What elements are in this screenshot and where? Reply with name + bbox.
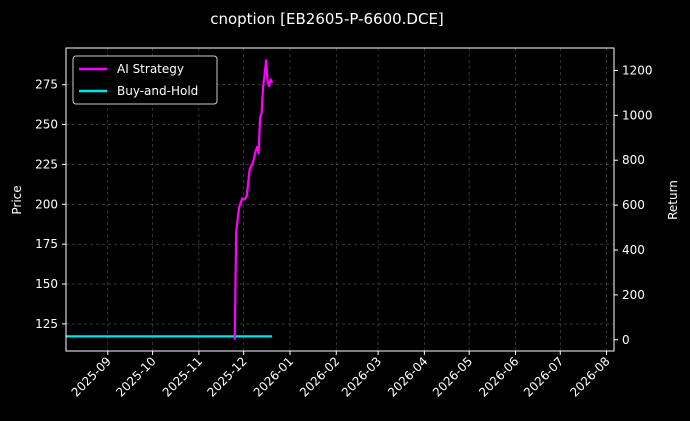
x-tick-label: 2026-04 bbox=[385, 354, 430, 399]
right-tick-label: 1200 bbox=[622, 63, 653, 77]
right-axis-label: Return bbox=[666, 180, 680, 220]
x-tick-label: 2026-03 bbox=[339, 354, 384, 399]
left-axis: 125 150 175 200 225 250 275 bbox=[35, 78, 66, 331]
left-tick-label: 275 bbox=[35, 78, 58, 92]
plot-frame bbox=[65, 47, 615, 352]
x-tick-label: 2025-09 bbox=[69, 354, 114, 399]
x-tick-label: 2026-01 bbox=[251, 354, 296, 399]
x-tick-label: 2025-11 bbox=[160, 354, 205, 399]
x-tick-label: 2025-12 bbox=[204, 354, 249, 399]
x-tick-label: 2025-10 bbox=[113, 354, 158, 399]
series-layer bbox=[66, 59, 274, 340]
right-tick-label: 400 bbox=[622, 243, 645, 257]
x-tick-label: 2026-05 bbox=[430, 354, 475, 399]
x-tick-label: 2026-02 bbox=[297, 354, 342, 399]
legend-label-buy-and-hold: Buy-and-Hold bbox=[117, 84, 198, 98]
legend: AI Strategy Buy-and-Hold bbox=[72, 55, 218, 105]
left-tick-label: 250 bbox=[35, 118, 58, 132]
right-tick-label: 800 bbox=[622, 153, 645, 167]
x-tick-label: 2026-06 bbox=[476, 354, 521, 399]
x-tick-label: 2026-08 bbox=[567, 354, 612, 399]
right-axis: 0 200 400 600 800 1000 1200 bbox=[614, 63, 653, 347]
chart-title: cnoption [EB2605-P-6600.DCE] bbox=[210, 10, 444, 28]
x-tick-label: 2026-07 bbox=[521, 354, 566, 399]
right-tick-label: 600 bbox=[622, 198, 645, 212]
x-axis: 2025-09 2025-10 2025-11 2025-12 2026-01 2026-… bbox=[69, 351, 613, 400]
left-tick-label: 125 bbox=[35, 317, 58, 331]
left-axis-label: Price bbox=[10, 185, 24, 214]
legend-label-ai-strategy: AI Strategy bbox=[117, 62, 184, 76]
left-tick-label: 150 bbox=[35, 277, 58, 291]
left-tick-label: 225 bbox=[35, 157, 58, 171]
left-tick-label: 200 bbox=[35, 197, 58, 211]
left-tick-label: 175 bbox=[35, 237, 58, 251]
grid bbox=[66, 48, 614, 351]
right-tick-label: 0 bbox=[622, 333, 630, 347]
right-tick-label: 1000 bbox=[622, 108, 653, 122]
legend-box bbox=[72, 55, 218, 105]
right-tick-label: 200 bbox=[622, 288, 645, 302]
series-line-ai-strategy bbox=[233, 59, 274, 340]
